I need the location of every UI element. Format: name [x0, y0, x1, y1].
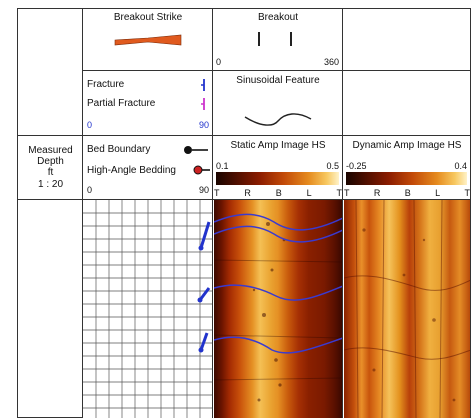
breakout-strike-icon	[114, 34, 182, 46]
static-amp-header: Static Amp Image HS 0.1 0.5 T R B L T	[213, 136, 343, 200]
dip-tadpole-3	[198, 332, 209, 353]
dynamic-amp-max: 0.4	[454, 161, 467, 171]
partial-fracture-marker-icon	[201, 98, 205, 110]
breakout-label: Breakout	[257, 12, 299, 23]
static-tick-l: L	[306, 188, 312, 198]
bedding-scale-min: 0	[87, 185, 93, 195]
breakout-cell: Breakout 0 360	[213, 8, 343, 71]
dynamic-amp-header: Dynamic Amp Image HS -0.25 0.4 T R B L T	[343, 136, 471, 200]
dynamic-amp-colorbar	[346, 172, 467, 185]
static-amp-min: 0.1	[216, 161, 229, 171]
header-dynamic-blank-top	[343, 8, 471, 71]
dynamic-tick-t1: T	[344, 188, 350, 198]
dip-tadpole-2	[197, 287, 211, 303]
frame-top	[17, 8, 471, 9]
static-amp-title: Static Amp Image HS	[230, 140, 326, 151]
frame-left	[17, 8, 18, 418]
fracture-label: Fracture	[87, 79, 125, 90]
depth-title-line1: Measured	[28, 145, 73, 156]
static-amp-ticks: T R B L T	[214, 188, 342, 198]
dynamic-tick-r: R	[373, 188, 381, 198]
frame-divider	[82, 8, 83, 418]
dynamic-tick-t2: T	[464, 188, 470, 198]
high-angle-bedding-label: High-Angle Bedding	[87, 165, 176, 176]
dynamic-tick-l: L	[435, 188, 441, 198]
breakout-scale-max: 360	[323, 57, 339, 67]
sinusoid-icon	[244, 113, 312, 126]
bed-boundary-label: Bed Boundary	[87, 144, 151, 155]
dynamic-tick-b: B	[404, 188, 411, 198]
header-depth-blank	[18, 8, 83, 136]
header-dynamic-blank-mid	[343, 71, 471, 136]
depth-unit: ft	[47, 167, 54, 178]
high-angle-bedding-icon	[193, 165, 210, 175]
breakout-strike-label: Breakout Strike	[113, 12, 183, 23]
depth-track	[18, 200, 83, 418]
breakout-marker-left	[258, 32, 260, 46]
breakout-strike-cell: Breakout Strike	[83, 8, 213, 71]
static-amp-image	[214, 200, 343, 418]
static-tick-t2: T	[336, 188, 342, 198]
measured-depth-cell: Measured Depth ft 1 : 20	[18, 136, 83, 200]
dynamic-amp-texture	[344, 200, 470, 418]
bedding-scale-max: 90	[198, 185, 209, 195]
breakout-marker-right	[290, 32, 292, 46]
dip-grid	[83, 200, 212, 418]
depth-scale: 1 : 20	[37, 179, 64, 190]
dip-track	[83, 200, 213, 418]
dynamic-amp-ticks: T R B L T	[344, 188, 470, 198]
partial-fracture-label: Partial Fracture	[87, 98, 156, 109]
static-amp-texture	[214, 213, 342, 402]
static-amp-colorbar	[216, 172, 339, 185]
dynamic-amp-title: Dynamic Amp Image HS	[352, 140, 462, 151]
fracture-cell: Fracture Partial Fracture 0 90	[83, 71, 213, 136]
static-tick-t1: T	[214, 188, 220, 198]
bed-boundary-icon	[184, 146, 208, 154]
fracture-scale-max: 90	[198, 120, 209, 130]
dynamic-amp-image	[344, 200, 471, 418]
breakout-scale-min: 0	[216, 57, 222, 67]
dynamic-amp-min: -0.25	[346, 161, 367, 171]
sinusoidal-label: Sinusoidal Feature	[236, 75, 320, 86]
static-amp-max: 0.5	[326, 161, 339, 171]
fracture-scale-min: 0	[87, 120, 93, 130]
dip-tadpole-1	[198, 221, 211, 251]
sinusoidal-cell: Sinusoidal Feature	[213, 71, 343, 136]
bedding-cell: Bed Boundary High-Angle Bedding 0 90	[83, 136, 213, 200]
static-tick-r: R	[244, 188, 251, 198]
depth-title-line2: Depth	[37, 156, 64, 167]
fracture-marker-icon	[201, 79, 205, 91]
static-tick-b: B	[275, 188, 282, 198]
